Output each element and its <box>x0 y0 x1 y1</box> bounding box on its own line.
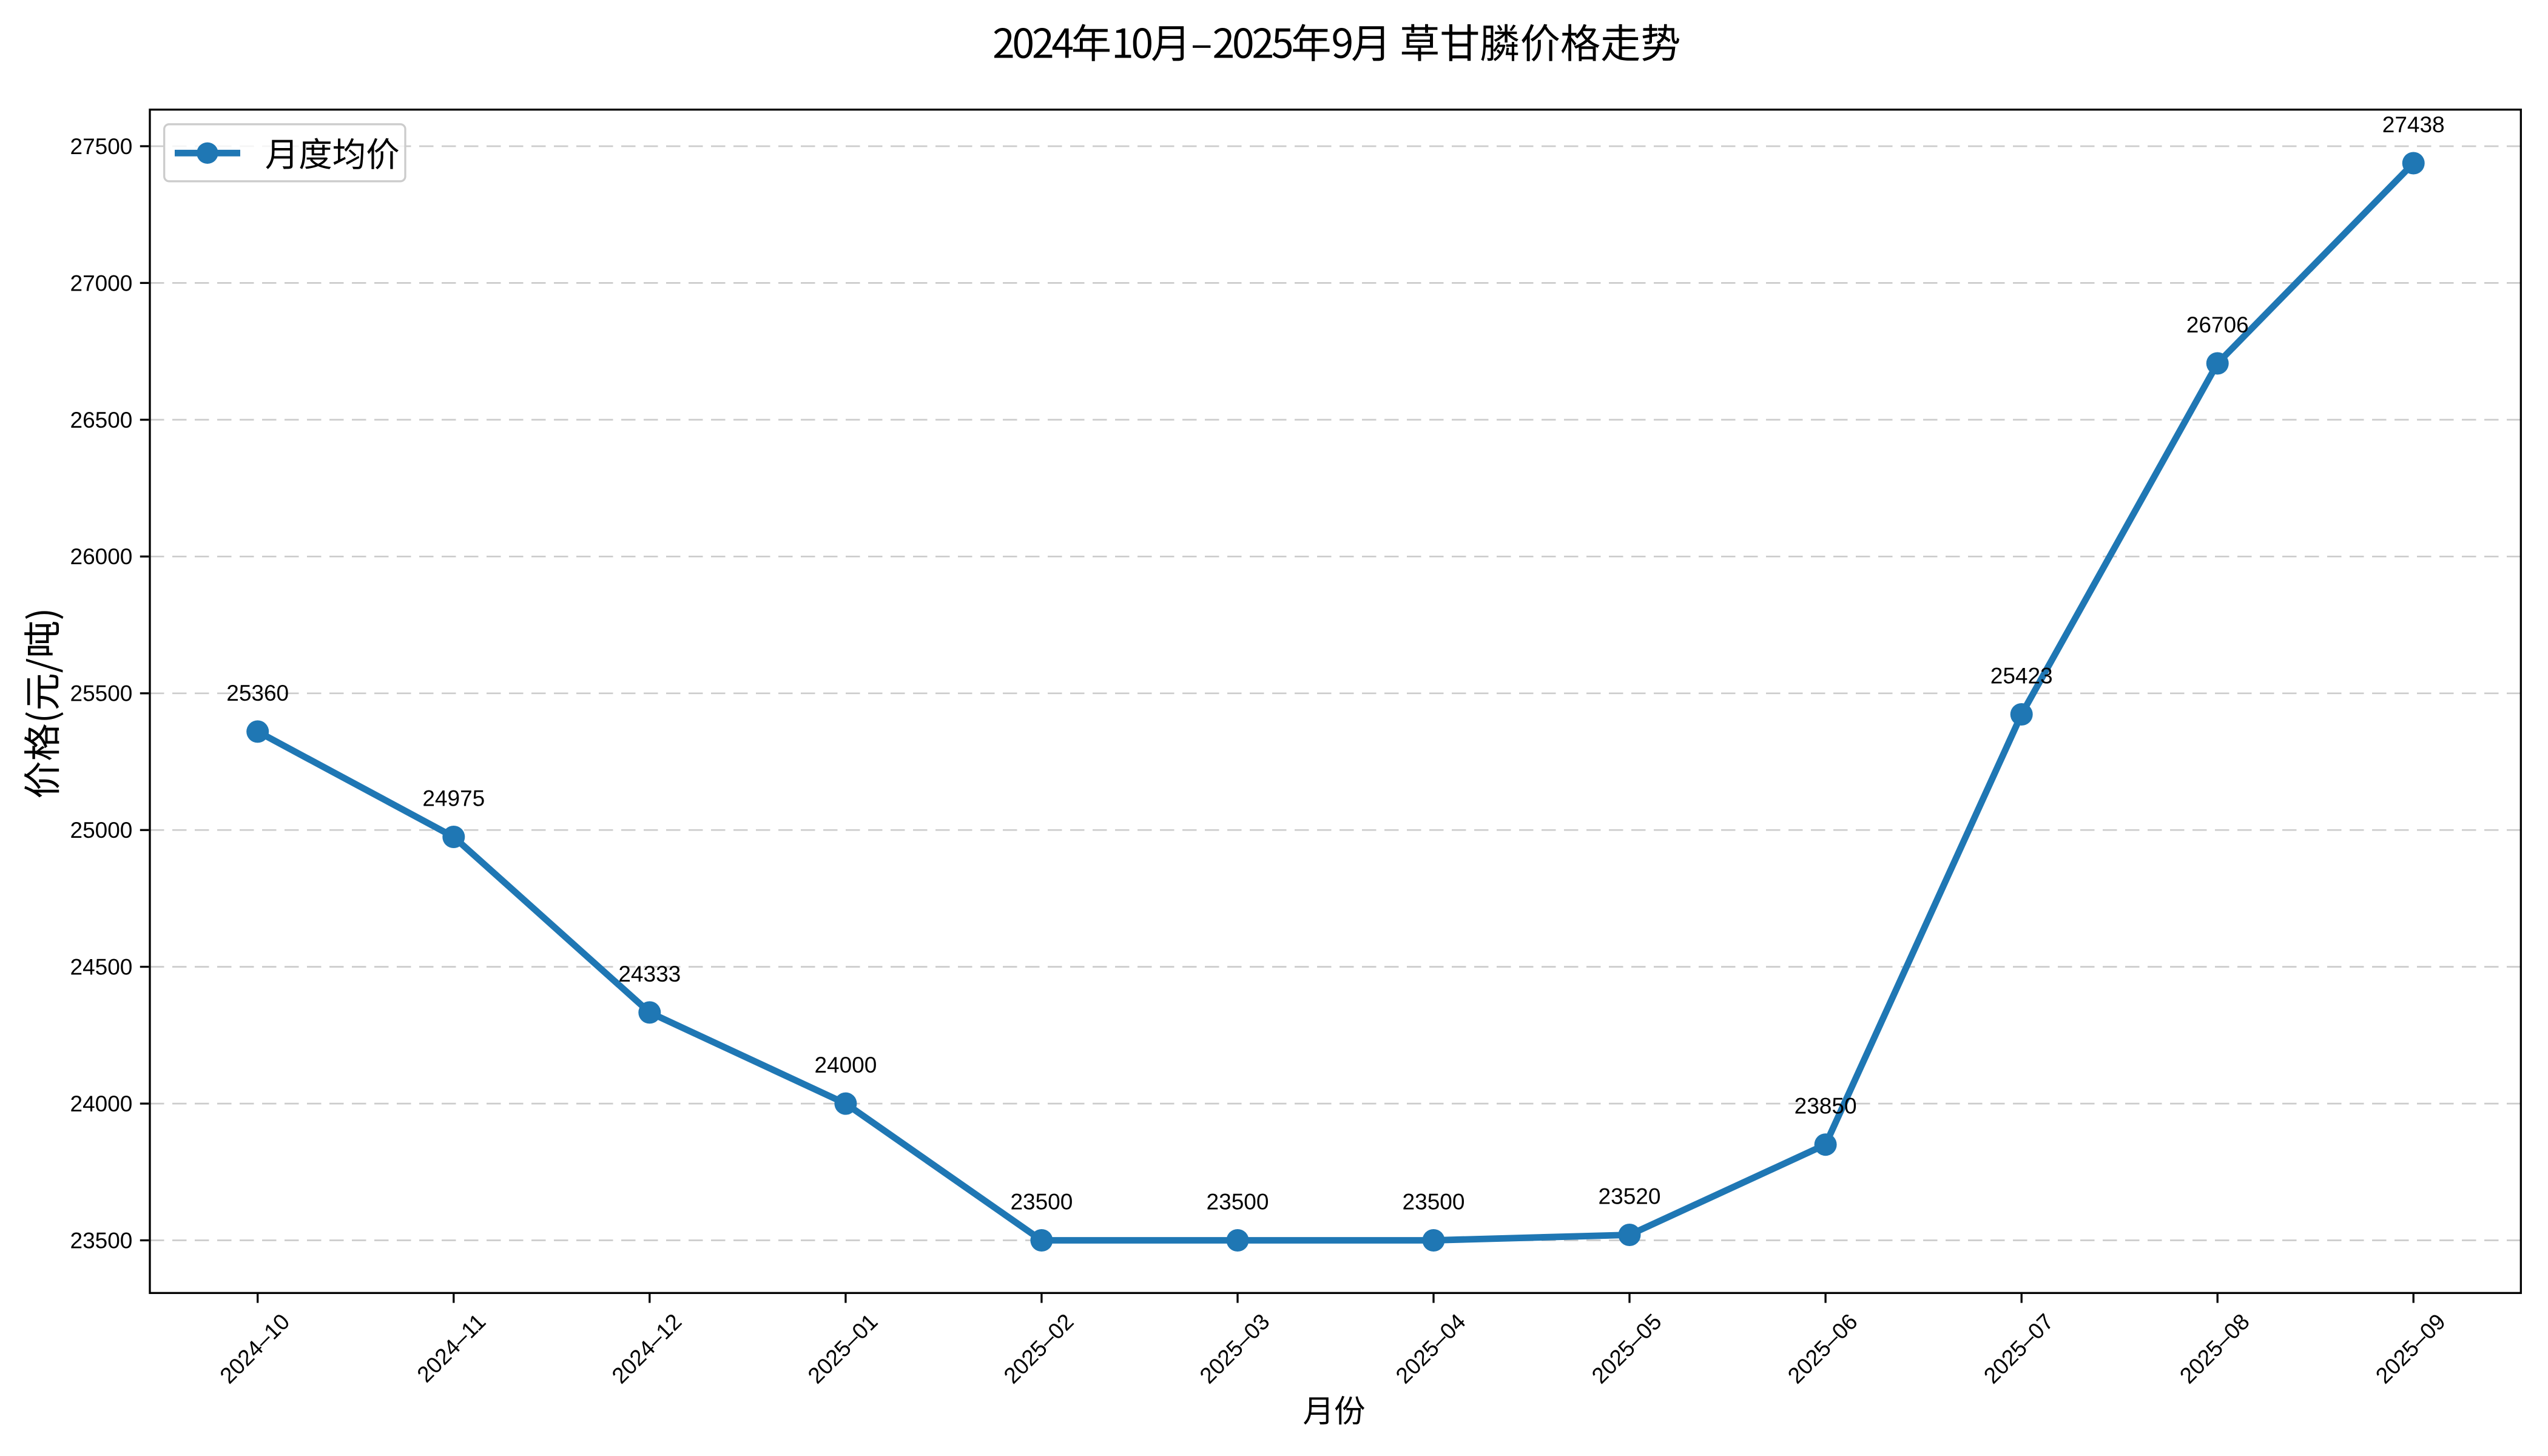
svg-text:24975: 24975 <box>422 786 485 811</box>
svg-text:26500: 26500 <box>70 408 133 433</box>
svg-text:26706: 26706 <box>2186 312 2249 337</box>
svg-text:25360: 25360 <box>226 681 289 706</box>
svg-text:23520: 23520 <box>1599 1184 1661 1209</box>
svg-text:25423: 25423 <box>1990 664 2053 689</box>
svg-text:25000: 25000 <box>70 818 133 843</box>
svg-text:27000: 27000 <box>70 271 133 295</box>
svg-text:24000: 24000 <box>70 1091 133 1116</box>
svg-text:24333: 24333 <box>618 962 681 986</box>
svg-text:24500: 24500 <box>70 955 133 980</box>
svg-text:23500: 23500 <box>1403 1190 1465 1215</box>
svg-text:27500: 27500 <box>70 134 133 159</box>
svg-text:23500: 23500 <box>70 1228 133 1253</box>
svg-text:25500: 25500 <box>70 681 133 706</box>
svg-text:24000: 24000 <box>814 1053 877 1077</box>
svg-text:23850: 23850 <box>1795 1094 1857 1119</box>
svg-text:23500: 23500 <box>1010 1190 1073 1215</box>
svg-text:27438: 27438 <box>2382 112 2445 137</box>
svg-text:23500: 23500 <box>1207 1190 1269 1215</box>
svg-text:26000: 26000 <box>70 544 133 569</box>
